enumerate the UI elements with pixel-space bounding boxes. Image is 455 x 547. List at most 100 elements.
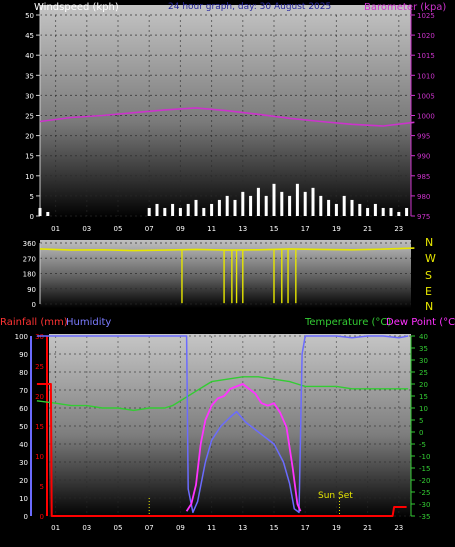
tick-label-windspeed: 35 bbox=[25, 72, 34, 80]
x-tick-label-bottom: 17 bbox=[301, 524, 310, 532]
rainfall-line bbox=[36, 383, 407, 517]
tick-label-windspeed: 45 bbox=[25, 32, 34, 40]
windspeed-bar bbox=[381, 207, 385, 216]
windspeed-bar bbox=[389, 207, 393, 216]
tick-label-temperature: -20 bbox=[419, 477, 430, 485]
tick-label-humidity: 100 bbox=[15, 333, 28, 341]
windspeed-bar bbox=[46, 211, 50, 216]
tick-label-barometer: 1020 bbox=[417, 32, 435, 40]
tick-label-temperature: 35 bbox=[419, 345, 428, 353]
tick-label-windspeed: 25 bbox=[25, 113, 34, 121]
tick-label-direction: 270 bbox=[23, 255, 36, 263]
tick-label-barometer: 995 bbox=[417, 133, 430, 141]
tick-label-humidity: 20 bbox=[19, 477, 28, 485]
humidity-axis-title: Humidity bbox=[66, 317, 111, 328]
data-marks bbox=[36, 107, 415, 517]
x-tick-label: 17 bbox=[301, 225, 310, 233]
compass-label-e: E bbox=[425, 285, 432, 298]
x-tick-label-bottom: 15 bbox=[270, 524, 279, 532]
windspeed-bar bbox=[358, 203, 362, 216]
x-tick-label-bottom: 13 bbox=[238, 524, 247, 532]
tick-label-humidity: 10 bbox=[19, 495, 28, 503]
windspeed-bar bbox=[272, 183, 276, 216]
x-tick-label: 15 bbox=[270, 225, 279, 233]
tick-label-temperature: 15 bbox=[419, 393, 428, 401]
compass-label-n-top: N bbox=[425, 236, 433, 249]
compass-label-s: S bbox=[425, 269, 432, 282]
windspeed-bar bbox=[295, 183, 299, 216]
tick-label-barometer: 975 bbox=[417, 213, 430, 221]
x-tick-label: 21 bbox=[363, 225, 372, 233]
tick-label-humidity: 60 bbox=[19, 405, 28, 413]
tick-label-rainfall: 30 bbox=[35, 333, 44, 341]
x-tick-label: 03 bbox=[82, 225, 91, 233]
temperature-line bbox=[36, 376, 409, 412]
tick-label-temperature: 10 bbox=[419, 405, 428, 413]
x-tick-label-bottom: 23 bbox=[394, 524, 403, 532]
x-tick-label-bottom: 19 bbox=[332, 524, 341, 532]
tick-label-temperature: -10 bbox=[419, 453, 430, 461]
tick-label-temperature: 0 bbox=[419, 429, 423, 437]
dew-point-line bbox=[185, 383, 302, 512]
tick-label-temperature: -15 bbox=[419, 465, 430, 473]
tick-label-direction: 180 bbox=[23, 271, 36, 279]
grid-lines bbox=[40, 14, 411, 517]
windspeed-bar bbox=[319, 195, 323, 216]
rainfall-axis-title: Rainfall (mm) bbox=[0, 317, 68, 328]
windspeed-bar bbox=[38, 207, 42, 216]
tick-label-temperature: 30 bbox=[419, 357, 428, 365]
x-tick-label-bottom: 21 bbox=[363, 524, 372, 532]
x-tick-label-bottom: 11 bbox=[207, 524, 216, 532]
x-tick-label-bottom: 07 bbox=[145, 524, 154, 532]
x-tick-label-bottom: 03 bbox=[82, 524, 91, 532]
x-tick-label-bottom: 05 bbox=[114, 524, 123, 532]
tick-label-barometer: 1010 bbox=[417, 72, 435, 80]
windspeed-bar bbox=[350, 199, 354, 216]
windspeed-bar bbox=[405, 207, 409, 216]
windspeed-bar bbox=[288, 195, 292, 216]
windspeed-bar bbox=[241, 191, 245, 216]
tick-label-windspeed: 15 bbox=[25, 153, 34, 161]
chart-header-title: 24 hour graph, day: 30 August 2025 bbox=[168, 2, 331, 12]
wind-direction-line bbox=[39, 247, 415, 252]
windspeed-bar bbox=[210, 203, 214, 216]
windspeed-bar bbox=[194, 199, 198, 216]
tick-label-direction: 360 bbox=[23, 240, 36, 248]
x-tick-label: 07 bbox=[145, 225, 154, 233]
temperature-axis-title: Temperature (°C) bbox=[304, 317, 391, 328]
humidity-line bbox=[36, 335, 409, 514]
tick-label-humidity: 40 bbox=[19, 441, 28, 449]
compass-label-w: W bbox=[425, 252, 436, 265]
tick-label-temperature: 20 bbox=[419, 381, 428, 389]
barometer-axis-title: Barometer (kpa) bbox=[364, 2, 446, 13]
tick-label-temperature: 5 bbox=[419, 417, 423, 425]
x-tick-label-bottom: 09 bbox=[176, 524, 185, 532]
tick-label-direction: 0 bbox=[32, 301, 36, 309]
tick-label-barometer: 1000 bbox=[417, 113, 435, 121]
windspeed-bar bbox=[233, 199, 237, 216]
x-tick-label: 23 bbox=[394, 225, 403, 233]
x-tick-label-bottom: 01 bbox=[51, 524, 60, 532]
windspeed-bar bbox=[366, 207, 370, 216]
windspeed-bar bbox=[264, 195, 268, 216]
windspeed-bar bbox=[249, 195, 253, 216]
windspeed-panel bbox=[40, 5, 411, 218]
windspeed-bar bbox=[334, 203, 338, 216]
tick-label-windspeed: 30 bbox=[25, 92, 34, 100]
windspeed-bar bbox=[342, 195, 346, 216]
x-tick-label: 09 bbox=[176, 225, 185, 233]
tick-label-temperature: -5 bbox=[419, 441, 426, 449]
x-tick-label: 01 bbox=[51, 225, 60, 233]
windspeed-bar bbox=[327, 199, 331, 216]
tick-label-barometer: 990 bbox=[417, 153, 430, 161]
x-tick-label: 05 bbox=[114, 225, 123, 233]
windspeed-bar bbox=[256, 187, 260, 216]
tick-label-temperature: 40 bbox=[419, 333, 428, 341]
windspeed-bar bbox=[171, 203, 175, 216]
windspeed-bar bbox=[202, 207, 206, 216]
tick-label-temperature: -25 bbox=[419, 489, 430, 497]
barometer-line bbox=[39, 107, 415, 127]
windspeed-bar bbox=[303, 191, 307, 216]
